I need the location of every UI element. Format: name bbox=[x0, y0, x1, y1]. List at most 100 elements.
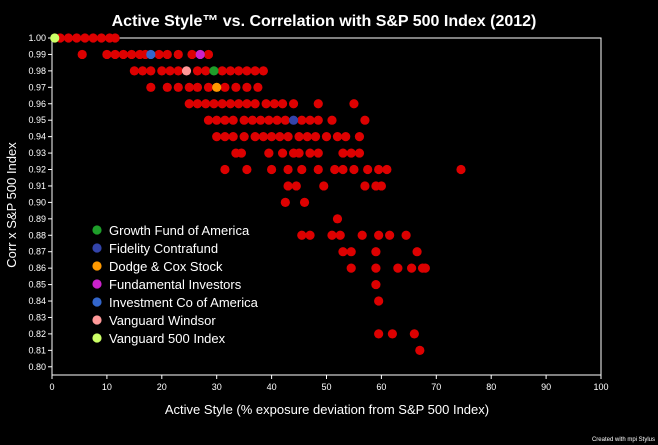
x-tick-label: 100 bbox=[593, 382, 608, 392]
y-axis-label: Corr x S&P 500 Index bbox=[4, 142, 19, 268]
x-axis-label: Active Style (% exposure deviation from … bbox=[165, 402, 489, 417]
y-tick-label: 0.88 bbox=[28, 230, 46, 240]
x-tick-label: 90 bbox=[541, 382, 551, 392]
fund-point bbox=[212, 115, 222, 125]
x-axis: 0 10 20 30 40 50 60 70 80 90 100 bbox=[49, 375, 609, 392]
fund-point bbox=[250, 66, 260, 76]
fund-point bbox=[374, 296, 384, 306]
fund-point bbox=[313, 164, 323, 175]
fund-point bbox=[310, 132, 321, 142]
series-point bbox=[146, 49, 156, 60]
fund-point bbox=[203, 115, 214, 125]
legend-marker bbox=[92, 225, 102, 235]
fund-point bbox=[173, 49, 183, 60]
fund-point bbox=[374, 230, 384, 240]
fund-point bbox=[220, 115, 230, 125]
fund-point bbox=[234, 66, 244, 76]
y-tick-label: 0.94 bbox=[28, 132, 46, 142]
series-point bbox=[181, 66, 192, 76]
fund-point bbox=[420, 263, 430, 273]
legend-label: Vanguard Windsor bbox=[109, 313, 216, 328]
fund-point bbox=[118, 49, 128, 60]
fund-point bbox=[297, 115, 307, 125]
fund-point bbox=[72, 33, 82, 43]
fund-point bbox=[192, 99, 203, 109]
fund-point bbox=[371, 247, 381, 257]
legend-label: Fundamental Investors bbox=[109, 277, 242, 292]
fund-point bbox=[236, 148, 247, 158]
fund-point bbox=[294, 148, 304, 158]
y-axis: 1.00 0.99 0.98 0.97 0.96 0.95 0.94 0.93 0.92 0.91… bbox=[28, 33, 52, 372]
fund-point bbox=[313, 99, 323, 109]
fund-point bbox=[192, 66, 203, 76]
fund-point bbox=[225, 99, 236, 109]
fund-point bbox=[357, 230, 367, 240]
fund-point bbox=[110, 49, 120, 60]
series-point bbox=[288, 115, 299, 125]
legend-label: Fidelity Contrafund bbox=[109, 241, 218, 256]
series-point bbox=[50, 33, 60, 43]
fund-point bbox=[203, 49, 214, 60]
fund-point bbox=[146, 82, 156, 92]
y-tick-label: 0.99 bbox=[28, 49, 46, 59]
fund-point bbox=[305, 115, 315, 125]
fund-point bbox=[127, 49, 137, 60]
fund-point bbox=[247, 115, 257, 125]
y-tick-label: 0.82 bbox=[28, 329, 46, 339]
fund-point bbox=[269, 99, 279, 109]
fund-point bbox=[110, 33, 120, 43]
fund-point bbox=[267, 132, 277, 142]
x-tick-label: 50 bbox=[321, 382, 331, 392]
series-point bbox=[209, 66, 219, 76]
fund-point bbox=[294, 132, 304, 142]
fund-point bbox=[88, 33, 98, 43]
fund-point bbox=[242, 66, 252, 76]
fund-point bbox=[267, 164, 277, 175]
fund-point bbox=[264, 148, 274, 158]
legend-label: Vanguard 500 Index bbox=[109, 331, 226, 346]
y-tick-label: 0.93 bbox=[28, 148, 46, 158]
fund-point bbox=[173, 82, 183, 92]
fund-point bbox=[283, 181, 293, 191]
fund-point bbox=[264, 115, 274, 125]
fund-point bbox=[346, 148, 356, 158]
fund-point bbox=[374, 329, 384, 339]
fund-point bbox=[332, 132, 343, 142]
fund-point bbox=[299, 197, 310, 207]
fund-point bbox=[305, 148, 315, 158]
fund-point bbox=[209, 99, 219, 109]
fund-point bbox=[201, 99, 211, 109]
fund-point bbox=[173, 66, 183, 76]
series-point bbox=[212, 82, 222, 92]
fund-point bbox=[297, 230, 307, 240]
legend-label: Investment Co of America bbox=[109, 295, 259, 310]
fund-point bbox=[385, 230, 395, 240]
fund-point bbox=[277, 99, 288, 109]
fund-point bbox=[319, 181, 329, 191]
x-tick-label: 20 bbox=[157, 382, 167, 392]
fund-point bbox=[302, 132, 312, 142]
y-tick-label: 0.89 bbox=[28, 214, 46, 224]
fund-point bbox=[187, 49, 197, 60]
y-tick-label: 0.85 bbox=[28, 280, 46, 290]
fund-point bbox=[154, 49, 164, 60]
fund-point bbox=[220, 132, 230, 142]
fund-points bbox=[55, 33, 466, 355]
footer-credit: Created with mpi Stylus bbox=[592, 437, 655, 443]
fund-point bbox=[239, 115, 249, 125]
fund-point bbox=[387, 329, 397, 339]
highlighted-fund-points bbox=[50, 33, 299, 125]
legend-marker bbox=[92, 297, 102, 307]
legend-label: Growth Fund of America bbox=[109, 223, 250, 238]
fund-point bbox=[341, 132, 351, 142]
fund-point bbox=[242, 82, 252, 92]
fund-point bbox=[313, 115, 323, 125]
fund-point bbox=[225, 66, 236, 76]
fund-point bbox=[146, 66, 156, 76]
fund-point bbox=[382, 164, 392, 175]
y-tick-label: 0.98 bbox=[28, 66, 46, 76]
y-tick-label: 0.87 bbox=[28, 247, 46, 257]
fund-point bbox=[80, 33, 90, 43]
fund-point bbox=[192, 82, 203, 92]
y-tick-label: 0.84 bbox=[28, 296, 46, 306]
